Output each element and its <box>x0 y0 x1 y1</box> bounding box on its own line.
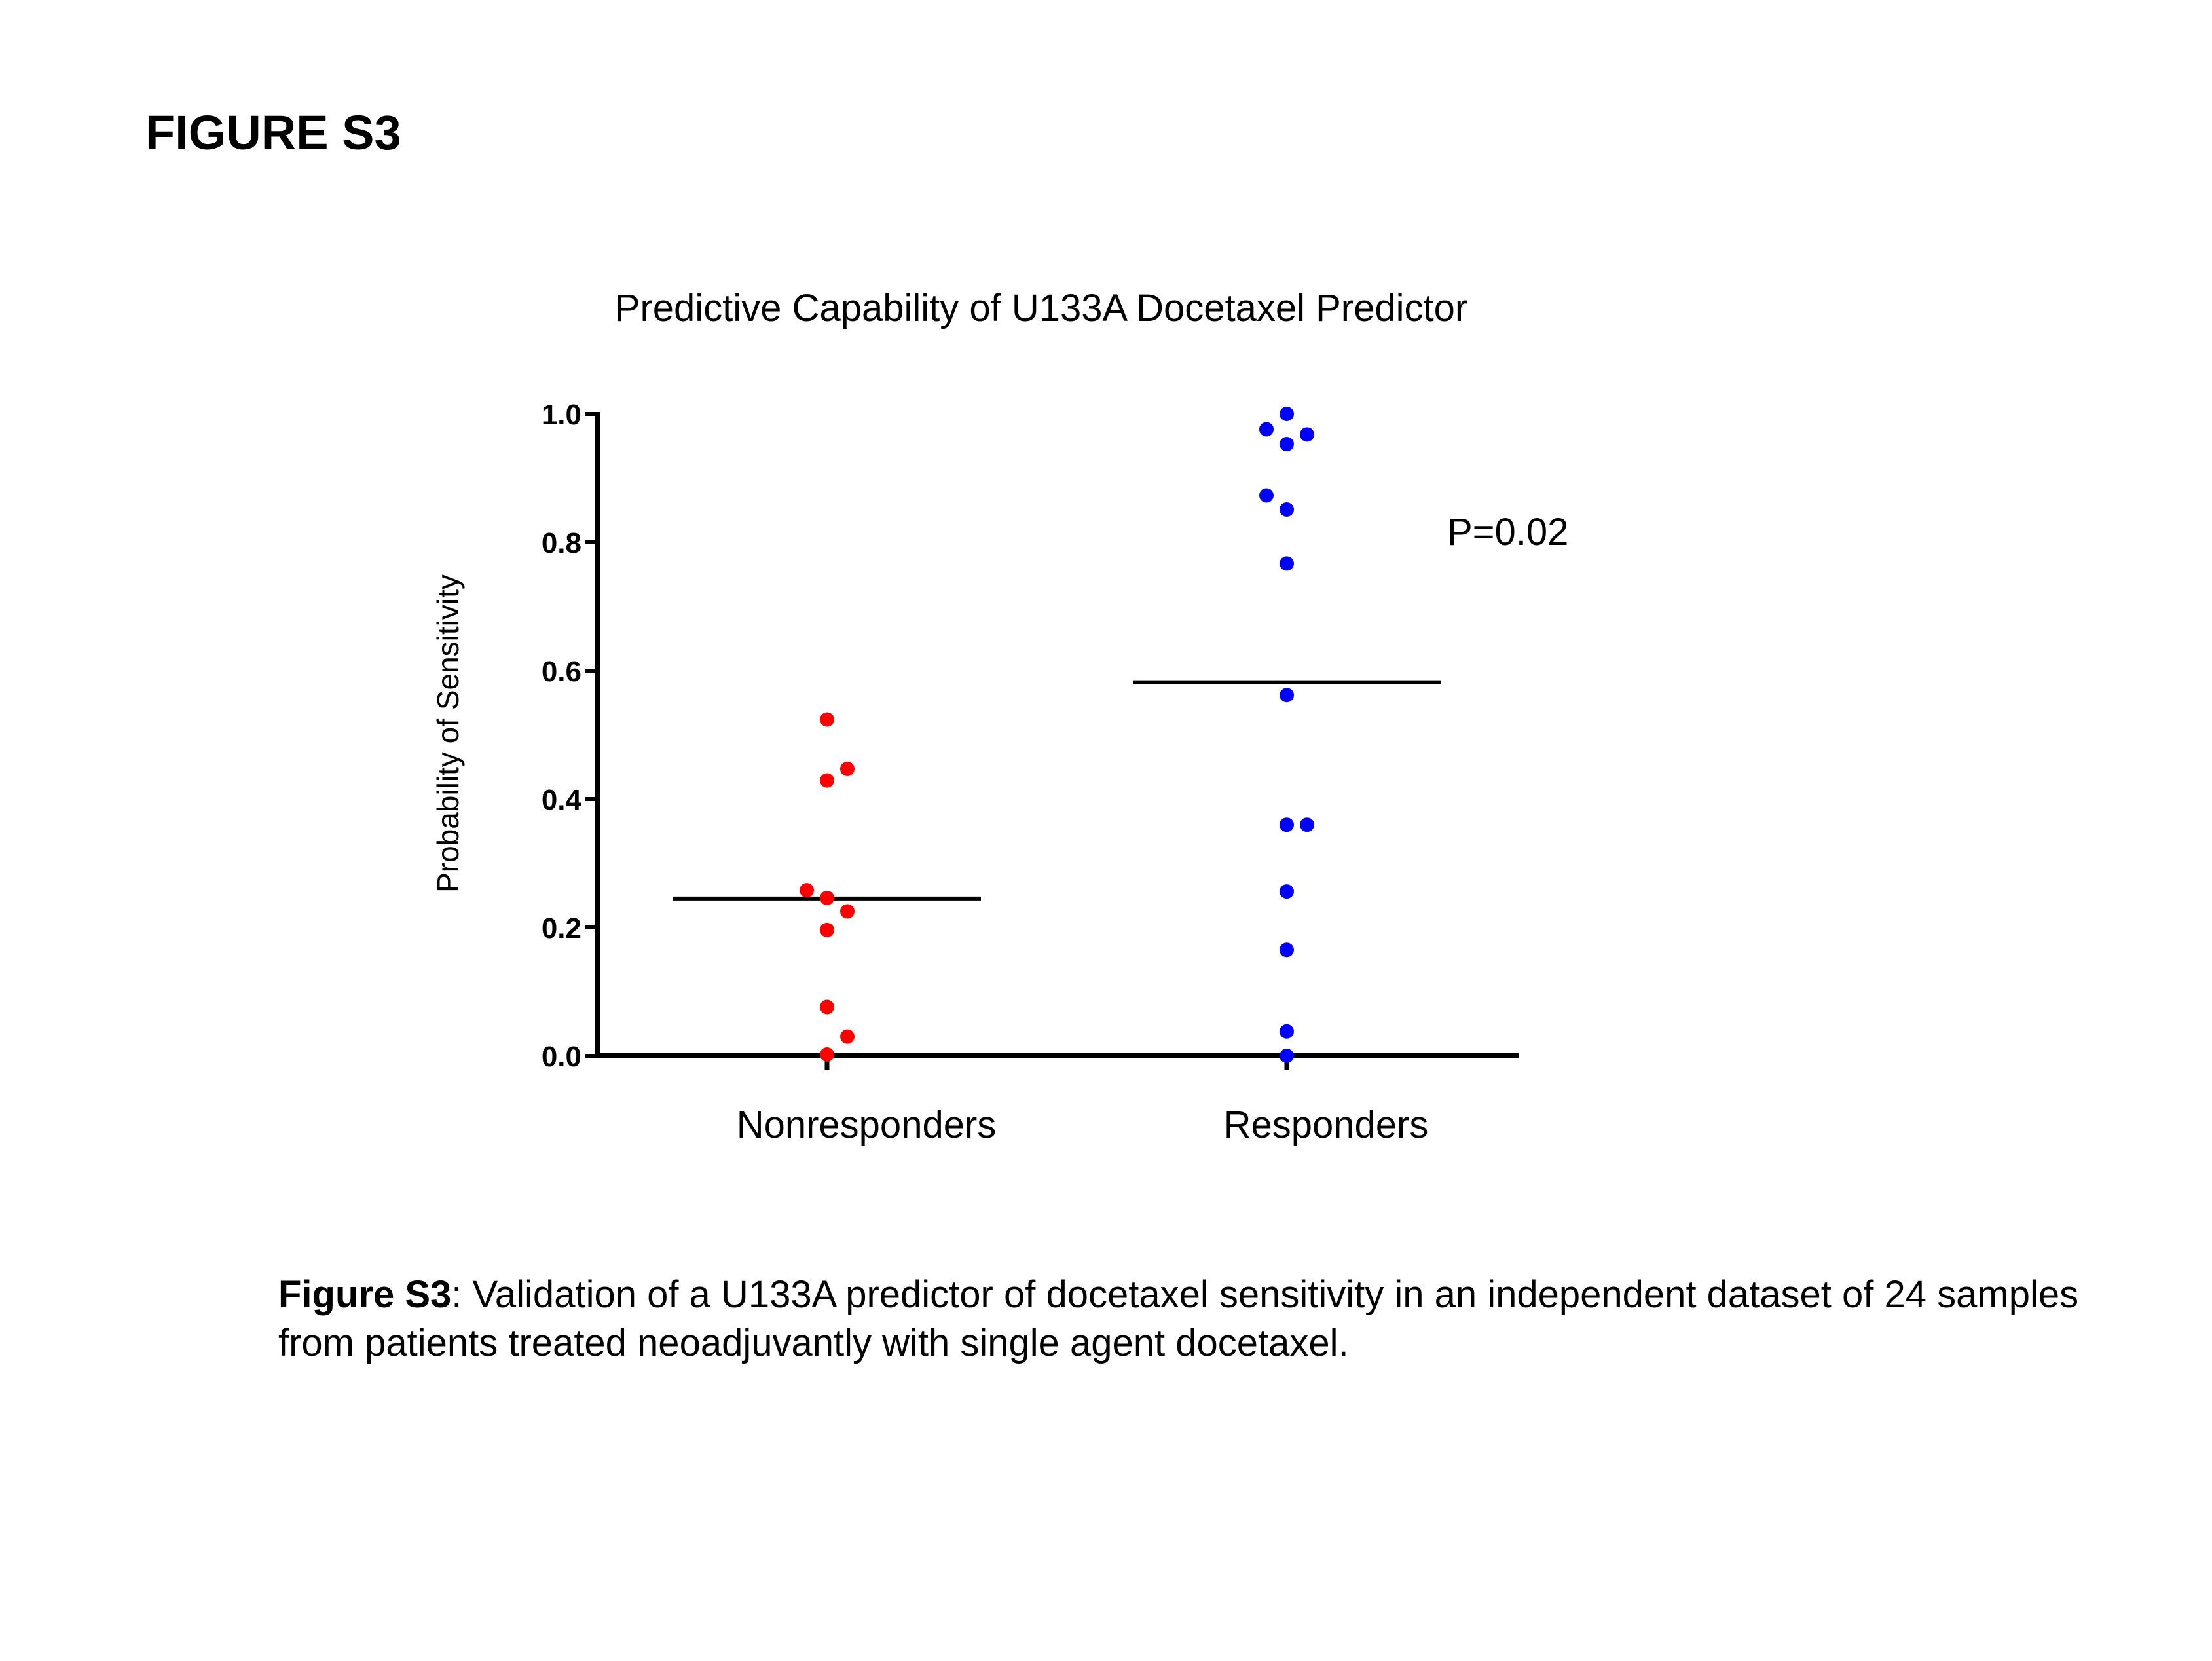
y-tick-label: 0.0 <box>542 1041 581 1073</box>
data-point <box>1280 942 1294 958</box>
data-point <box>840 904 855 919</box>
data-point <box>1259 422 1274 437</box>
data-point <box>1280 556 1294 571</box>
chart-title: Predictive Capability of U133A Docetaxel… <box>615 287 1467 329</box>
x-tick-label: Nonresponders <box>737 1104 997 1146</box>
x-tick-label: Responders <box>1224 1104 1429 1146</box>
data-point <box>820 890 834 905</box>
data-point <box>1280 407 1294 421</box>
caption-label: Figure S3 <box>278 1273 452 1316</box>
figure-caption: Figure S3: Validation of a U133A predict… <box>278 1271 2079 1368</box>
data-point <box>840 1029 855 1044</box>
data-point <box>820 773 834 788</box>
data-point <box>1280 884 1294 899</box>
y-axis-label: Probability of Sensitivity <box>431 574 465 893</box>
data-point <box>840 761 855 776</box>
y-tick-label: 0.8 <box>542 527 581 559</box>
p-value-annotation: P=0.02 <box>1447 511 1568 553</box>
y-tick-label: 0.2 <box>542 912 581 944</box>
data-point <box>1259 488 1274 503</box>
data-point <box>1280 688 1294 703</box>
data-point <box>820 999 834 1015</box>
y-tick-label: 1.0 <box>542 399 581 431</box>
data-point <box>1300 427 1314 442</box>
figure-label: FIGURE S3 <box>145 105 401 160</box>
caption-text: : Validation of a U133A predictor of doc… <box>278 1273 2079 1364</box>
data-point <box>1280 817 1294 832</box>
data-point <box>820 1047 834 1062</box>
y-tick-label: 0.4 <box>542 784 582 816</box>
data-point <box>820 922 834 937</box>
data-point <box>1280 1049 1294 1063</box>
data-point <box>1300 817 1314 832</box>
data-point <box>1280 502 1294 517</box>
data-point <box>800 883 814 898</box>
data-point <box>820 712 834 727</box>
data-point <box>1280 1024 1294 1039</box>
y-tick-label: 0.6 <box>542 656 581 688</box>
data-point <box>1280 437 1294 452</box>
